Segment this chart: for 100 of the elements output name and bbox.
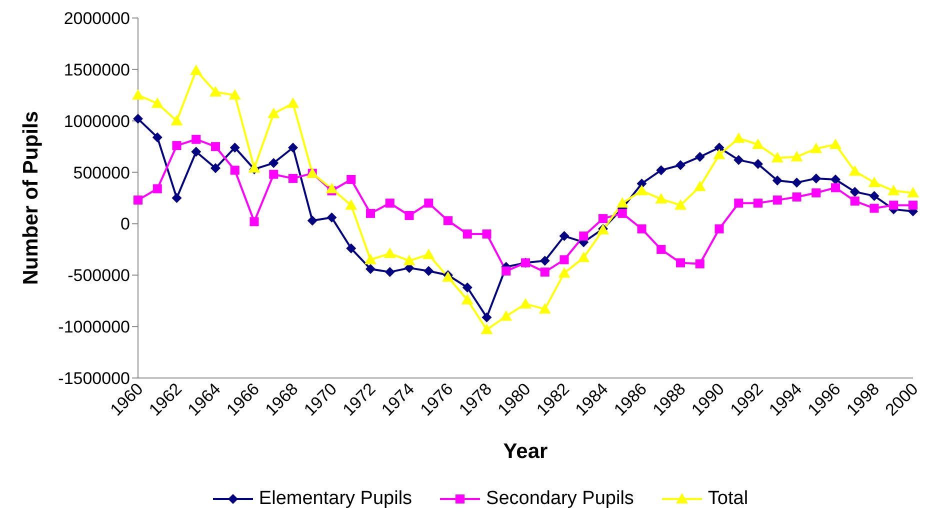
point — [908, 200, 918, 210]
point — [346, 174, 356, 184]
point — [403, 254, 416, 266]
point — [848, 165, 861, 176]
point — [210, 86, 222, 97]
y-tick-label: -500000 — [68, 266, 130, 286]
point — [152, 132, 162, 142]
point — [732, 132, 745, 143]
legend-label: Total — [708, 488, 748, 510]
point — [250, 217, 259, 226]
y-tick-label: 2000000 — [64, 9, 130, 28]
point — [831, 183, 840, 192]
point — [404, 210, 414, 220]
point — [461, 294, 474, 304]
point — [366, 264, 376, 274]
point — [753, 159, 763, 170]
point — [694, 180, 706, 192]
point — [482, 312, 492, 322]
legend-label: Elementary Pupils — [258, 488, 412, 510]
point — [888, 184, 900, 196]
point — [211, 142, 220, 152]
point — [422, 248, 435, 260]
point — [812, 188, 821, 198]
y-tick-label: -1000000 — [58, 318, 130, 337]
point — [172, 141, 182, 150]
point — [210, 163, 220, 174]
point — [170, 114, 183, 126]
point — [364, 254, 376, 264]
point — [540, 256, 550, 266]
point — [268, 108, 280, 118]
legend-label: Secondary Pupils — [486, 488, 634, 510]
point — [560, 255, 569, 264]
point — [268, 158, 279, 168]
point — [228, 89, 241, 100]
point — [694, 152, 705, 162]
point — [656, 165, 666, 176]
point — [830, 174, 840, 184]
point — [713, 148, 726, 160]
point — [462, 282, 472, 292]
point — [637, 224, 646, 234]
point — [674, 199, 686, 210]
point — [868, 176, 880, 188]
point — [734, 154, 744, 165]
point — [230, 142, 240, 153]
point — [754, 198, 762, 208]
point — [810, 142, 822, 154]
y-tick-label: -1500000 — [58, 369, 130, 388]
point — [444, 216, 452, 226]
point — [695, 259, 704, 268]
point — [559, 231, 570, 242]
point — [269, 170, 278, 179]
point — [172, 193, 182, 203]
point — [772, 176, 782, 186]
point — [191, 146, 202, 157]
point — [230, 166, 240, 175]
point — [790, 150, 803, 162]
point — [752, 138, 764, 150]
point — [830, 138, 842, 150]
point — [850, 196, 860, 206]
y-tick-label: 1000000 — [64, 112, 130, 131]
point — [190, 64, 202, 75]
point — [714, 224, 724, 234]
point — [558, 267, 570, 278]
point — [656, 244, 666, 254]
y-axis-title: Number of Pupils — [19, 111, 42, 285]
point — [520, 298, 532, 308]
point — [326, 182, 338, 194]
point — [151, 97, 164, 108]
point — [578, 252, 590, 262]
x-axis-title: Year — [503, 440, 548, 463]
point — [307, 216, 318, 226]
point — [500, 310, 512, 321]
point — [366, 208, 375, 218]
point — [598, 214, 608, 224]
point — [482, 230, 492, 238]
point — [655, 193, 668, 204]
point — [772, 196, 782, 205]
point — [288, 142, 298, 153]
point — [424, 198, 434, 208]
point — [907, 186, 919, 198]
point — [540, 268, 550, 277]
point — [133, 114, 143, 124]
point — [346, 243, 356, 254]
point — [792, 178, 802, 188]
point — [676, 258, 685, 268]
point — [152, 184, 162, 194]
point — [384, 248, 396, 258]
point — [889, 200, 898, 210]
y-tick-label: 1500000 — [64, 60, 130, 80]
point — [579, 232, 588, 241]
point — [869, 190, 880, 201]
point — [326, 212, 337, 223]
point — [616, 197, 628, 208]
point — [424, 266, 434, 276]
point — [771, 152, 784, 162]
point — [618, 208, 627, 218]
point — [811, 173, 822, 184]
point — [480, 324, 493, 334]
point — [792, 192, 802, 202]
point — [384, 267, 395, 278]
